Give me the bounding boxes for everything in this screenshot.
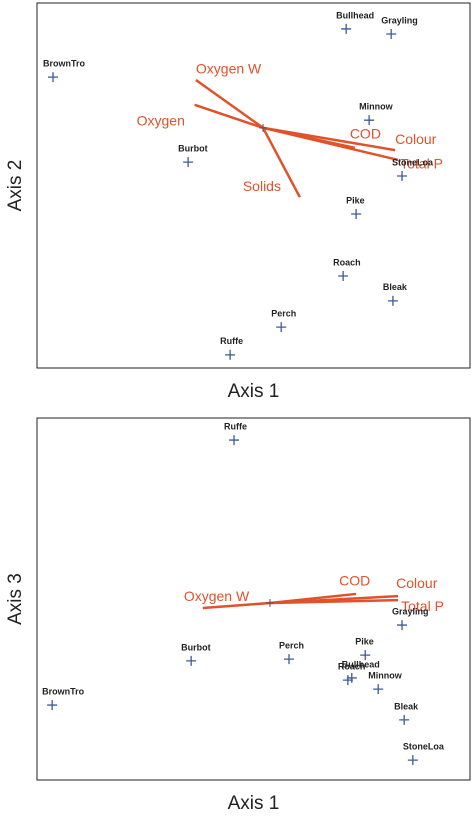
point-label: Bullhead: [342, 659, 380, 669]
plot-frame: [36, 2, 471, 369]
point-label: Bullhead: [336, 10, 374, 20]
vector-label: COD: [339, 573, 370, 589]
point: [284, 654, 295, 665]
point: [397, 171, 408, 182]
point-label: Roach: [333, 257, 361, 267]
point: [342, 675, 353, 686]
x-axis-label: Axis 1: [228, 793, 280, 814]
vector: [194, 103, 264, 130]
point-label: Perch: [271, 308, 296, 318]
origin-marker: [259, 123, 268, 132]
point-label: Burbot: [181, 642, 211, 652]
point: [407, 755, 418, 766]
point: [276, 322, 287, 333]
vector-label: Oxygen W: [184, 588, 250, 604]
point-label: StoneLoa: [392, 157, 434, 167]
point-label: Minnow: [359, 102, 393, 112]
vector: [261, 127, 301, 198]
point: [360, 650, 371, 661]
point-label: Roach: [338, 661, 366, 671]
point-label: Ruffe: [220, 336, 243, 346]
point-label: BrownTro: [42, 686, 85, 696]
point: [229, 435, 240, 446]
origin-marker: [265, 598, 274, 607]
point-label: Pike: [346, 195, 365, 205]
point: [373, 684, 384, 695]
point-label: Pike: [355, 636, 374, 646]
point: [364, 115, 375, 126]
vector: [195, 78, 264, 129]
point: [387, 295, 398, 306]
vector: [202, 601, 271, 610]
vector-label: Solids: [243, 178, 281, 194]
vector-label: Colour: [396, 575, 438, 591]
vector: [269, 598, 399, 605]
point-label: Grayling: [392, 606, 429, 616]
point: [48, 72, 59, 83]
point-label: Bleak: [383, 282, 408, 292]
vector-label: Oxygen W: [196, 61, 262, 77]
point: [47, 700, 58, 711]
point-label: Perch: [279, 640, 304, 650]
point-label: Grayling: [381, 15, 418, 25]
point: [186, 655, 197, 666]
plot-frame: [36, 417, 471, 781]
point: [183, 157, 194, 168]
vector-label: COD: [350, 126, 381, 142]
vector-label: Total P: [400, 156, 443, 172]
point: [386, 29, 397, 40]
point: [399, 714, 410, 725]
y-axis-label: Axis 2: [5, 160, 26, 212]
x-axis-label: Axis 1: [228, 381, 280, 402]
point: [338, 271, 349, 282]
y-axis-label: Axis 3: [5, 573, 26, 625]
point-label: Bleak: [394, 701, 419, 711]
vector: [262, 126, 396, 152]
vector: [262, 126, 399, 162]
point: [397, 620, 408, 631]
point-label: BrownTro: [43, 58, 86, 68]
point: [351, 208, 362, 219]
vector-label: Total P: [401, 598, 444, 614]
point-label: Minnow: [368, 671, 402, 681]
point-label: StoneLoa: [403, 741, 445, 751]
point: [341, 23, 352, 34]
point-label: Burbot: [178, 144, 208, 154]
vector-label: Oxygen: [137, 113, 185, 129]
vector-label: Colour: [395, 131, 437, 147]
point: [225, 349, 236, 360]
point-label: Ruffe: [224, 421, 247, 431]
